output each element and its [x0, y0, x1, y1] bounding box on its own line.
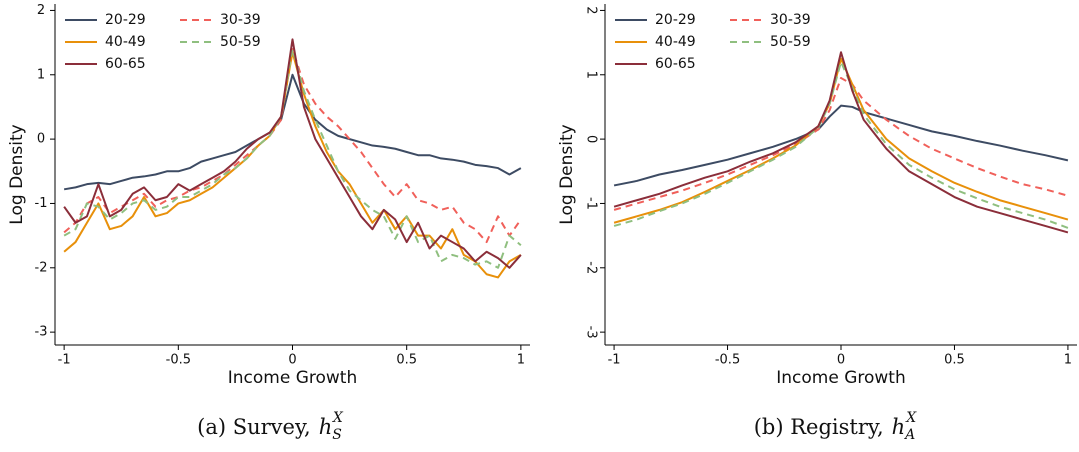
series-line	[613, 51, 1069, 234]
series-line	[63, 38, 522, 269]
y-axis-title: Log Density	[557, 124, 577, 224]
y-axis-title: Log Density	[7, 124, 27, 224]
y-tick-label: -3	[35, 325, 48, 340]
legend-label: 40-49	[655, 34, 696, 50]
legend-label: 60-65	[105, 56, 146, 72]
y-tick-label: 0	[584, 135, 599, 143]
legend-label: 30-39	[770, 12, 811, 28]
y-tick-label: 2	[37, 3, 45, 18]
y-tick-label: -1	[35, 196, 48, 211]
x-tick-label: -0.5	[166, 353, 191, 368]
y-tick-label: 0	[37, 132, 45, 147]
y-tick-label: 2	[584, 6, 599, 14]
caption: (a) Survey, hSX	[197, 410, 344, 443]
chart-panel: -3 -2 -1 0 1 2 -1 -0.5 0 0.5 1 Income Growth Log Den…	[557, 4, 1077, 443]
y-tick-label: -2	[584, 261, 599, 274]
caption-math-base: h	[892, 415, 906, 439]
caption-math-base: h	[319, 415, 333, 439]
x-tick-label: -1	[58, 353, 71, 368]
y-tick-label: -2	[35, 260, 48, 275]
x-tick-label: 1	[517, 353, 525, 368]
x-tick-label: -1	[608, 353, 621, 368]
caption-math-sub: S	[332, 427, 342, 443]
y-tick-label: -1	[584, 197, 599, 210]
series-line	[613, 57, 1069, 224]
x-axis-title: Income Growth	[776, 368, 906, 388]
x-tick-label: 1	[1064, 353, 1072, 368]
x-tick-label: 0.5	[396, 353, 417, 368]
x-axis-title: Income Growth	[228, 368, 358, 388]
y-tick-label: -3	[584, 326, 599, 339]
caption-text: (a) Survey,	[197, 415, 311, 439]
x-tick-label: 0	[837, 353, 845, 368]
x-tick-label: -0.5	[715, 353, 740, 368]
legend-label: 60-65	[655, 56, 696, 72]
series-line	[63, 51, 522, 279]
series-line	[63, 73, 522, 191]
series-line	[63, 48, 522, 244]
series-line	[63, 48, 522, 269]
caption-text: (b) Registry,	[754, 415, 884, 439]
series-line	[613, 60, 1069, 229]
chart-panel: -3 -2 -1 0 1 2 -1 -0.5 0 0.5 1 Income Growth Log Den…	[7, 3, 530, 443]
caption-math-sup: X	[905, 410, 917, 426]
legend-label: 30-39	[220, 12, 261, 28]
caption-math-sub: A	[903, 427, 915, 443]
series-line	[613, 104, 1069, 187]
y-tick-label: 1	[37, 67, 45, 82]
caption-math-sup: X	[332, 410, 344, 426]
legend-label: 20-29	[105, 12, 146, 28]
caption: (b) Registry, hAX	[754, 410, 918, 443]
legend-label: 20-29	[655, 12, 696, 28]
y-tick-label: 1	[584, 71, 599, 79]
legend-label: 50-59	[220, 34, 261, 50]
series-line	[613, 76, 1069, 211]
x-tick-label: 0.5	[944, 353, 965, 368]
legend-label: 40-49	[105, 34, 146, 50]
legend-label: 50-59	[770, 34, 811, 50]
x-tick-label: 0	[288, 353, 296, 368]
